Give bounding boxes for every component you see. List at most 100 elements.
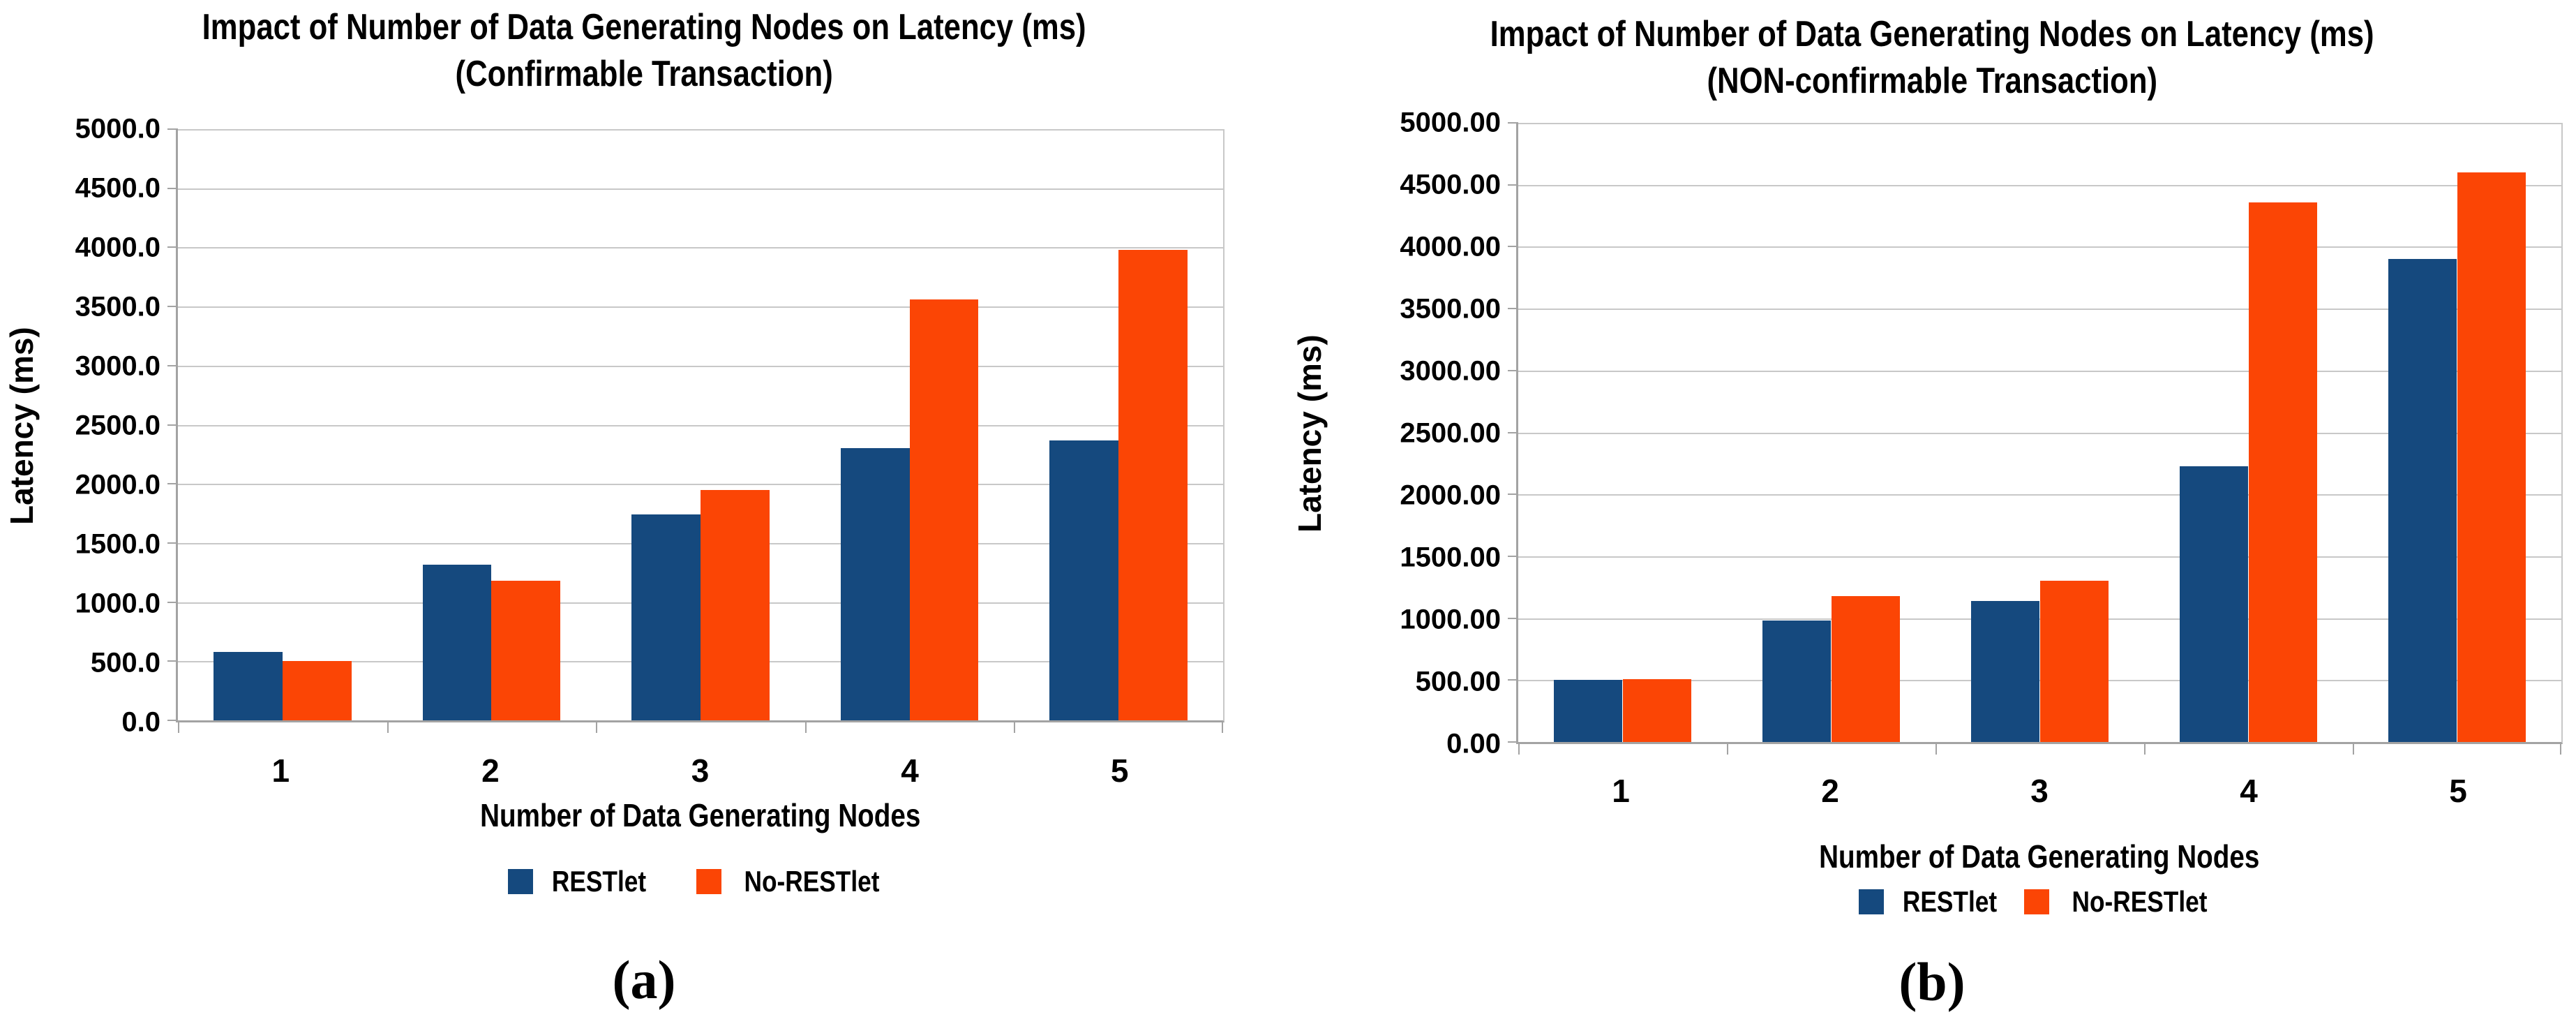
legend: RESTlet No-RESTlet bbox=[1516, 885, 2563, 919]
y-axis-tick-mark bbox=[167, 483, 178, 485]
x-tick-label: 4 bbox=[2240, 773, 2258, 810]
legend-item-no-restlet: No-RESTlet bbox=[2024, 885, 2220, 919]
x-tick-label: 2 bbox=[1821, 773, 1839, 810]
chart-title-non-confirmable: Impact of Number of Data Generating Node… bbox=[1288, 11, 2576, 104]
y-tick-label: 3000.0 bbox=[75, 350, 160, 382]
bar-restlet-node2 bbox=[1762, 621, 1832, 743]
bar-restlet-node4 bbox=[2179, 466, 2249, 743]
gridline bbox=[1518, 556, 2561, 558]
bar-no-restlet-node5 bbox=[1118, 249, 1188, 721]
legend-swatch-no-restlet bbox=[696, 869, 721, 895]
y-tick-label: 5000.0 bbox=[75, 113, 160, 144]
legend-swatch-restlet bbox=[508, 869, 534, 895]
y-tick-label: 500.00 bbox=[1415, 666, 1501, 697]
gridline bbox=[178, 424, 1223, 426]
chart-area: Latency (ms) 5000.0 4500.0 4000.0 3500.0 300… bbox=[0, 114, 1288, 738]
gridline bbox=[1518, 123, 2561, 125]
x-axis-tick-mark bbox=[1727, 744, 1728, 755]
x-axis-tick-labels: 1 2 3 4 5 bbox=[176, 722, 1225, 789]
gridline bbox=[178, 188, 1223, 190]
gridline bbox=[178, 247, 1223, 249]
y-tick-label: 2000.0 bbox=[75, 469, 160, 500]
y-tick-label: 4000.00 bbox=[1400, 231, 1501, 262]
gridline bbox=[1518, 309, 2561, 311]
y-axis-tick-labels: 5000.00 4500.00 4000.00 3500.00 3000.00 2500.… bbox=[1330, 107, 1516, 759]
y-axis-tick-mark bbox=[1508, 493, 1518, 496]
y-axis-tick-mark bbox=[1508, 617, 1518, 619]
gridline bbox=[1518, 184, 2561, 186]
y-axis-tick-mark bbox=[1508, 679, 1518, 681]
y-tick-label: 2000.00 bbox=[1400, 480, 1501, 511]
x-tick-label: 4 bbox=[901, 752, 919, 789]
legend-label-no-restlet: No-RESTlet bbox=[743, 865, 880, 898]
x-axis-tick-mark bbox=[1935, 744, 1937, 755]
y-axis-tick-mark bbox=[167, 246, 178, 248]
x-tick-label: 2 bbox=[481, 752, 500, 789]
x-axis-tick-mark bbox=[2353, 744, 2354, 755]
plot-area bbox=[167, 128, 1225, 734]
chart-panel-confirmable: Impact of Number of Data Generating Node… bbox=[0, 4, 1288, 1010]
gridline bbox=[178, 306, 1223, 309]
bar-no-restlet-node2 bbox=[491, 581, 561, 721]
bar-no-restlet-node1 bbox=[1622, 678, 1692, 743]
x-axis-tick-mark bbox=[1014, 722, 1016, 734]
chart-title-line2: (Confirmable Transaction) bbox=[455, 53, 833, 94]
x-axis-tick-mark bbox=[2144, 744, 2146, 755]
y-axis-tick-mark bbox=[1508, 122, 1518, 124]
y-axis-tick-mark bbox=[167, 720, 178, 722]
chart-panel-non-confirmable: Impact of Number of Data Generating Node… bbox=[1288, 0, 2576, 1017]
y-tick-label: 4000.0 bbox=[75, 232, 160, 263]
y-tick-label: 3000.00 bbox=[1400, 355, 1501, 387]
y-axis-tick-mark bbox=[1508, 741, 1518, 743]
y-tick-label: 0.0 bbox=[121, 706, 160, 738]
gridline bbox=[1518, 370, 2561, 372]
x-tick-label: 3 bbox=[2030, 773, 2049, 810]
x-tick-label: 1 bbox=[1612, 773, 1630, 810]
x-axis-tick-mark bbox=[178, 722, 179, 734]
bar-restlet-node5 bbox=[1049, 440, 1119, 721]
gridline bbox=[1518, 432, 2561, 434]
y-axis-tick-mark bbox=[167, 542, 178, 544]
x-axis-tick-mark bbox=[804, 722, 807, 734]
gridline bbox=[178, 129, 1223, 131]
legend-item-restlet: RESTlet bbox=[508, 865, 655, 898]
y-axis-tick-mark bbox=[1508, 555, 1518, 557]
chart-title-confirmable: Impact of Number of Data Generating Node… bbox=[0, 4, 1288, 97]
x-axis-tick-mark bbox=[387, 722, 389, 734]
x-axis-tick-mark bbox=[1222, 722, 1223, 734]
gridline bbox=[1518, 494, 2561, 496]
y-axis-tick-labels: 5000.0 4500.0 4000.0 3500.0 3000.0 2500.0 2000… bbox=[42, 114, 176, 738]
y-axis-tick-mark bbox=[1508, 184, 1518, 186]
x-axis-tick-mark bbox=[2560, 744, 2561, 755]
y-axis-tick-mark bbox=[1508, 308, 1518, 310]
y-axis-tick-mark bbox=[167, 424, 178, 426]
gridline bbox=[1518, 246, 2561, 248]
bar-no-restlet-node3 bbox=[2039, 581, 2109, 743]
legend-item-no-restlet: No-RESTlet bbox=[696, 865, 892, 898]
figure-caption-b: (b) bbox=[1899, 951, 1965, 1013]
y-tick-label: 500.0 bbox=[90, 647, 160, 678]
y-tick-label: 4500.00 bbox=[1400, 169, 1501, 200]
bar-no-restlet-node3 bbox=[701, 489, 770, 721]
bar-restlet-node4 bbox=[840, 448, 910, 721]
plot-area bbox=[1508, 122, 2563, 755]
bar-no-restlet-node1 bbox=[282, 660, 352, 721]
x-axis-title: Number of Data Generating Nodes bbox=[479, 797, 921, 834]
bar-restlet-node3 bbox=[631, 514, 701, 721]
legend: RESTlet No-RESTlet bbox=[176, 865, 1225, 898]
x-axis-tick-labels: 1 2 3 4 5 bbox=[1516, 744, 2563, 810]
bar-no-restlet-node4 bbox=[2248, 202, 2318, 743]
chart-area: Latency (ms) 5000.00 4500.00 4000.00 3500.0… bbox=[1288, 107, 2576, 759]
chart-title-line1: Impact of Number of Data Generating Node… bbox=[1490, 14, 2374, 54]
y-tick-label: 1500.00 bbox=[1400, 542, 1501, 573]
y-tick-label: 3500.00 bbox=[1400, 293, 1501, 325]
x-tick-label: 5 bbox=[1110, 752, 1129, 789]
y-tick-label: 5000.00 bbox=[1400, 107, 1501, 138]
y-tick-label: 1500.0 bbox=[75, 528, 160, 560]
x-axis-tick-mark bbox=[596, 722, 598, 734]
x-tick-label: 5 bbox=[2449, 773, 2467, 810]
y-tick-label: 3500.0 bbox=[75, 291, 160, 322]
bar-restlet-node1 bbox=[213, 651, 283, 721]
y-tick-label: 0.00 bbox=[1446, 728, 1501, 759]
y-axis-tick-mark bbox=[167, 660, 178, 662]
